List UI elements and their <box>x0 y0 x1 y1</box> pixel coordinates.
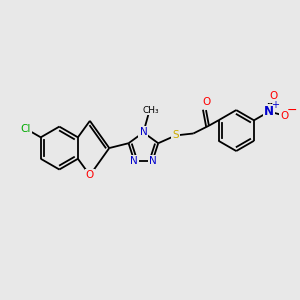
Text: O: O <box>280 111 288 121</box>
Text: S: S <box>172 130 179 140</box>
Text: O: O <box>86 170 94 180</box>
Text: N: N <box>149 156 156 166</box>
Text: CH₃: CH₃ <box>143 106 160 115</box>
Text: N: N <box>140 128 147 137</box>
Text: −: − <box>287 104 297 117</box>
Text: +: + <box>271 100 279 110</box>
Text: N: N <box>130 156 138 166</box>
Text: O: O <box>202 97 210 107</box>
Text: N: N <box>264 105 274 118</box>
Text: Cl: Cl <box>20 124 31 134</box>
Text: O: O <box>269 92 277 101</box>
